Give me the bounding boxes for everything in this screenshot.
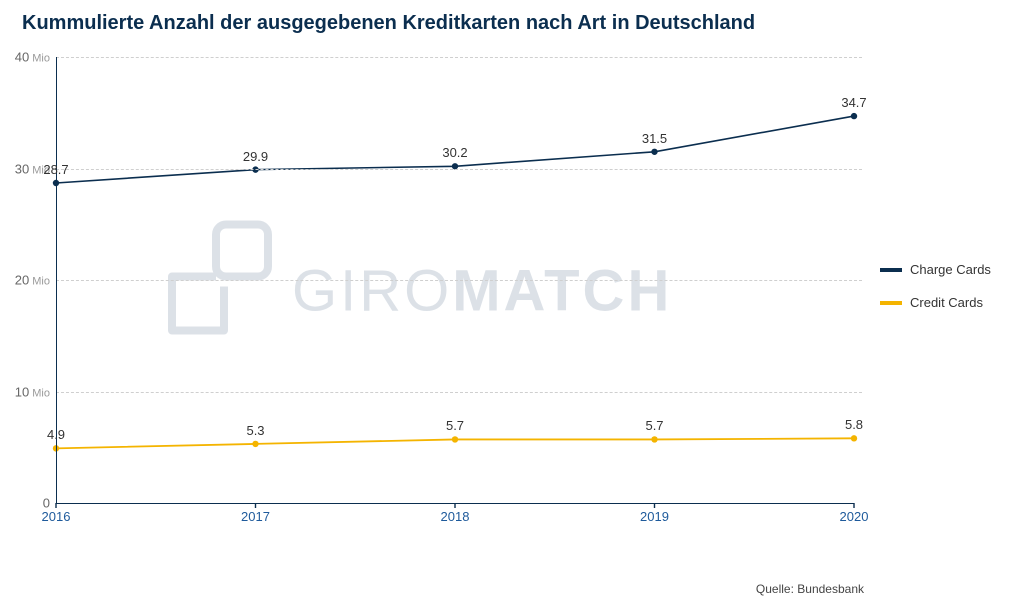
x-tick-label: 2017 xyxy=(241,509,270,543)
chart-container: Kummulierte Anzahl der ausgegebenen Kred… xyxy=(0,0,1024,600)
legend-label: Charge Cards xyxy=(910,262,991,277)
series-marker xyxy=(851,435,857,441)
x-tick-label: 2018 xyxy=(441,509,470,543)
data-label: 30.2 xyxy=(442,145,467,160)
plot-area: GIROMATCH 010Mio20Mio30Mio40Mio201620172… xyxy=(22,51,862,521)
x-tick-label: 2016 xyxy=(42,509,71,543)
plot-svg xyxy=(22,51,862,521)
y-tick-label: 10Mio xyxy=(15,384,50,399)
series-marker xyxy=(851,113,857,119)
data-label: 5.7 xyxy=(446,418,464,433)
source-label: Quelle: Bundesbank xyxy=(756,582,864,596)
series-marker xyxy=(452,436,458,442)
chart-title: Kummulierte Anzahl der ausgegebenen Kred… xyxy=(22,12,1002,35)
gridline xyxy=(56,392,862,393)
legend-swatch xyxy=(880,268,902,272)
x-axis xyxy=(56,503,854,504)
data-label: 5.7 xyxy=(645,418,663,433)
x-tick-label: 2019 xyxy=(640,509,669,543)
legend-item-credit-cards: Credit Cards xyxy=(880,295,1002,310)
gridline xyxy=(56,169,862,170)
data-label: 28.7 xyxy=(43,162,68,177)
series-marker xyxy=(252,441,258,447)
series-marker xyxy=(651,436,657,442)
data-label: 34.7 xyxy=(841,95,866,110)
x-tick-label: 2020 xyxy=(840,509,869,543)
data-label: 29.9 xyxy=(243,149,268,164)
data-label: 5.8 xyxy=(845,417,863,432)
legend-label: Credit Cards xyxy=(910,295,983,310)
data-label: 31.5 xyxy=(642,131,667,146)
data-label: 5.3 xyxy=(246,423,264,438)
series-marker xyxy=(252,166,258,172)
legend-item-charge-cards: Charge Cards xyxy=(880,262,1002,277)
series-marker xyxy=(651,149,657,155)
data-label: 4.9 xyxy=(47,427,65,442)
legend: Charge Cards Credit Cards xyxy=(862,51,1002,521)
gridline xyxy=(56,280,862,281)
gridline xyxy=(56,57,862,58)
plot-column: GIROMATCH 010Mio20Mio30Mio40Mio201620172… xyxy=(22,51,862,521)
chart-row: GIROMATCH 010Mio20Mio30Mio40Mio201620172… xyxy=(22,51,1002,521)
y-tick-label: 40Mio xyxy=(15,50,50,65)
legend-swatch xyxy=(880,301,902,305)
y-tick-label: 20Mio xyxy=(15,273,50,288)
